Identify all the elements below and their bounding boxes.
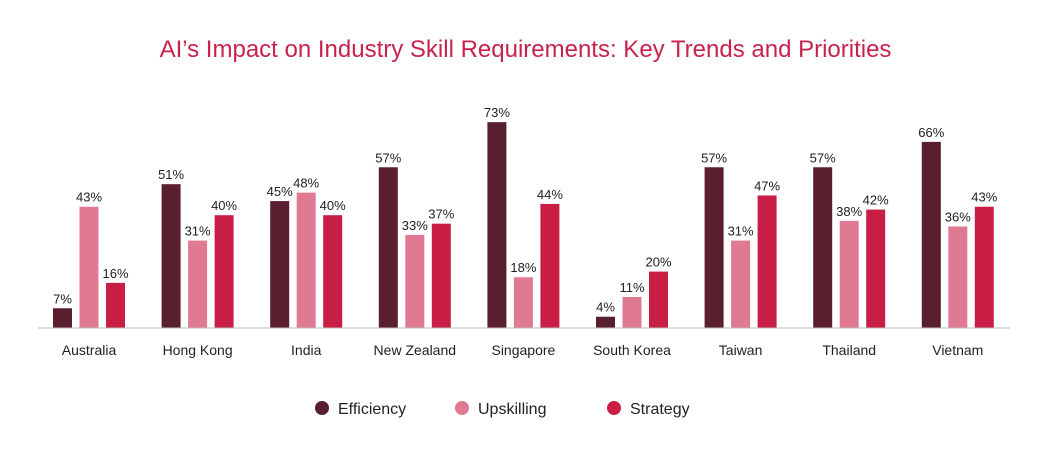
legend-label-strategy: Strategy [630,401,690,418]
bar-hong-kong-efficiency [161,184,181,328]
bar-value-label: 45% [267,184,293,199]
bar-vietnam-efficiency [921,141,941,328]
bar-australia-strategy [106,282,125,328]
category-labels: Australia Hong Kong India New Zealand Singap… [62,342,984,358]
bar-taiwan-upskilling [731,240,751,328]
legend-marker-upskilling [455,401,469,415]
bar-value-label: 18% [510,260,536,275]
bar-hong-kong-upskilling [188,240,208,328]
legend-marker-efficiency [315,401,329,415]
chart-title: AI’s Impact on Industry Skill Requiremen… [159,36,892,63]
category-label-vietnam: Vietnam [932,342,983,358]
bar-value-label: 4% [596,300,615,315]
bar-singapore-upskilling [513,277,533,328]
bar-singapore-strategy [540,203,560,328]
bar-value-label: 20% [645,255,671,270]
bar-value-label: 33% [402,218,428,233]
bar-value-label: 7% [53,291,72,306]
bar-india-strategy [323,215,343,328]
bar-new-zealand-upskilling [405,234,425,328]
bar-value-label: 11% [619,280,644,295]
category-label-south-korea: South Korea [593,342,671,358]
category-label-taiwan: Taiwan [719,342,763,358]
bar-south-korea-efficiency [596,316,615,328]
bar-thailand-strategy [866,209,886,328]
bar-thailand-efficiency [813,167,833,328]
bar-value-label: 57% [375,150,401,165]
bar-value-label: 42% [863,193,889,208]
legend-label-efficiency: Efficiency [338,401,406,418]
legend-label-upskilling: Upskilling [478,401,546,418]
bars-layer: 7%43%16%51%31%40%45%48%40%57%33%37%73%18… [53,105,998,328]
bar-thailand-upskilling [839,220,859,328]
bar-value-label: 43% [971,190,997,205]
category-label-thailand: Thailand [822,342,876,358]
bar-india-upskilling [296,192,316,328]
bar-taiwan-strategy [757,195,777,328]
bar-value-label: 73% [484,105,510,120]
bar-value-label: 44% [537,187,563,202]
bar-value-label: 31% [185,224,211,239]
bar-value-label: 57% [810,150,836,165]
category-label-singapore: Singapore [491,342,555,358]
bar-value-label: 43% [76,190,102,205]
bar-new-zealand-strategy [431,223,451,328]
bar-value-label: 48% [293,176,319,191]
bar-australia-efficiency [53,308,72,328]
bar-value-label: 47% [754,178,780,193]
bar-taiwan-efficiency [704,167,724,328]
category-label-hong-kong: Hong Kong [163,342,233,358]
bar-value-label: 40% [320,198,346,213]
bar-value-label: 40% [211,198,237,213]
legend: Efficiency Upskilling Strategy [315,401,690,418]
bar-value-label: 38% [836,204,862,219]
category-label-india: India [291,342,322,358]
bar-value-label: 31% [728,224,754,239]
bar-value-label: 36% [945,209,971,224]
legend-marker-strategy [607,401,621,415]
bar-vietnam-strategy [974,206,994,328]
bar-vietnam-upskilling [948,226,968,328]
bar-value-label: 57% [701,150,727,165]
bar-value-label: 37% [428,207,454,222]
bar-value-label: 16% [102,266,128,281]
bar-singapore-efficiency [487,122,507,328]
category-label-new-zealand: New Zealand [374,342,457,358]
bar-value-label: 51% [158,167,184,182]
bar-value-label: 66% [918,125,944,140]
category-label-australia: Australia [62,342,117,358]
bar-hong-kong-strategy [214,215,234,328]
bar-south-korea-strategy [649,271,668,328]
bar-new-zealand-efficiency [378,167,398,328]
bar-south-korea-upskilling [622,296,642,328]
bar-australia-upskilling [79,206,99,328]
bar-india-efficiency [270,201,290,328]
